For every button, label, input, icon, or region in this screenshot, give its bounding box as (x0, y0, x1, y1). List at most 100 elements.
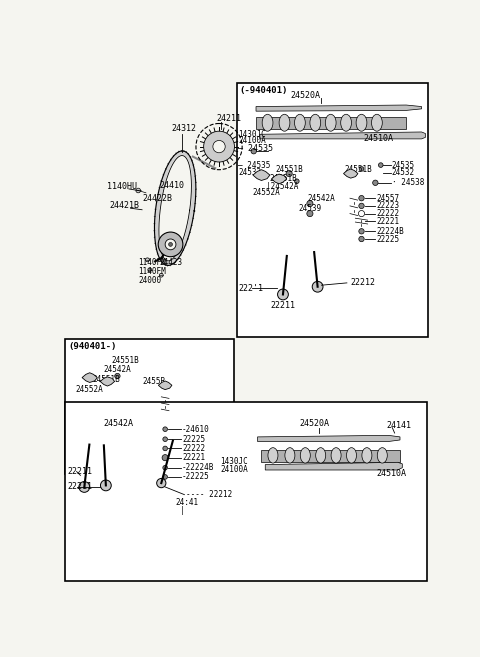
Circle shape (295, 179, 299, 183)
Text: |24542A: |24542A (266, 182, 299, 191)
Polygon shape (256, 105, 421, 111)
Text: 24211: 24211 (216, 114, 241, 124)
Circle shape (163, 437, 168, 442)
Ellipse shape (268, 447, 278, 463)
Text: |: | (180, 505, 184, 514)
Polygon shape (82, 373, 97, 382)
Text: 2455B: 2455B (142, 377, 165, 386)
Circle shape (163, 474, 168, 479)
Circle shape (136, 188, 141, 193)
Text: 24141: 24141 (387, 421, 412, 430)
Text: 3: 3 (216, 142, 222, 152)
Text: 24000: 24000 (138, 276, 161, 285)
Text: 24520A: 24520A (300, 419, 330, 428)
Text: · 24538: · 24538 (392, 178, 424, 187)
Circle shape (145, 258, 149, 261)
Bar (237, 83, 428, 337)
Text: 24552A: 24552A (76, 384, 104, 394)
Ellipse shape (300, 447, 310, 463)
Text: 22224B: 22224B (377, 227, 405, 236)
Circle shape (156, 478, 166, 487)
Text: (940401-): (940401-) (68, 342, 117, 351)
Text: 24532: 24532 (238, 168, 262, 177)
Text: 22212: 22212 (351, 279, 376, 287)
Ellipse shape (325, 114, 336, 131)
Bar (65, 339, 234, 474)
Ellipse shape (310, 114, 321, 131)
Polygon shape (272, 174, 287, 184)
Ellipse shape (377, 447, 387, 463)
Circle shape (307, 210, 313, 217)
Ellipse shape (356, 114, 367, 131)
Polygon shape (258, 436, 400, 442)
Circle shape (213, 141, 225, 153)
Ellipse shape (347, 447, 357, 463)
Text: — 24535: — 24535 (238, 144, 273, 152)
Text: 24520A: 24520A (291, 91, 321, 101)
Text: (-940401): (-940401) (240, 86, 288, 95)
Circle shape (115, 373, 120, 378)
Circle shape (251, 148, 256, 154)
Text: -22225: -22225 (182, 472, 210, 482)
Text: 22225: 22225 (182, 435, 205, 443)
Text: 24552A: 24552A (252, 189, 280, 197)
Text: — 24535: — 24535 (238, 162, 271, 170)
Polygon shape (253, 170, 270, 181)
Circle shape (359, 196, 364, 201)
Circle shape (307, 200, 313, 207)
Text: 24423: 24423 (160, 258, 183, 267)
Text: 22211: 22211 (67, 467, 92, 476)
Ellipse shape (341, 114, 351, 131)
Text: 22211: 22211 (270, 302, 296, 311)
Text: 24551B: 24551B (111, 356, 139, 365)
Ellipse shape (316, 447, 326, 463)
Text: 22222: 22222 (377, 209, 400, 218)
Text: 1430JC: 1430JC (238, 130, 266, 139)
Text: 1140FM: 1140FM (138, 267, 166, 276)
Text: 24410: 24410 (159, 181, 184, 190)
Text: 24532: 24532 (392, 168, 415, 177)
Circle shape (378, 163, 383, 168)
Text: 22225: 22225 (377, 235, 400, 244)
Text: ---- 22212: ---- 22212 (186, 490, 232, 499)
Circle shape (79, 482, 90, 492)
Circle shape (163, 446, 168, 451)
Text: 24312: 24312 (171, 124, 196, 133)
Text: 22221: 22221 (377, 217, 400, 226)
Polygon shape (100, 377, 115, 386)
Text: 24557: 24557 (377, 194, 400, 203)
Circle shape (100, 480, 111, 491)
Circle shape (359, 237, 364, 242)
Polygon shape (158, 381, 172, 390)
Circle shape (286, 170, 292, 177)
Text: 24539: 24539 (299, 204, 322, 213)
Text: 24542A: 24542A (104, 419, 133, 428)
Text: 22222: 22222 (182, 444, 205, 453)
Text: 24542A: 24542A (104, 365, 132, 374)
Circle shape (158, 232, 183, 257)
Text: 24551B: 24551B (92, 375, 120, 384)
Circle shape (277, 289, 288, 300)
Text: 24551B: 24551B (275, 165, 303, 174)
Circle shape (159, 273, 163, 277)
Circle shape (359, 229, 364, 234)
Circle shape (165, 239, 176, 250)
Ellipse shape (331, 447, 341, 463)
Circle shape (168, 242, 172, 246)
Circle shape (204, 131, 234, 162)
Text: 1430JC: 1430JC (221, 457, 248, 466)
Text: 24100A: 24100A (238, 136, 266, 145)
Ellipse shape (262, 114, 273, 131)
Polygon shape (256, 118, 406, 129)
Text: -24610: -24610 (182, 424, 210, 434)
Text: 24551B: 24551B (269, 175, 297, 183)
Text: 24510A: 24510A (364, 135, 394, 143)
Polygon shape (344, 169, 358, 178)
Text: 22221: 22221 (182, 453, 205, 462)
Text: 24421B: 24421B (109, 202, 139, 210)
Text: 24422B: 24422B (142, 194, 172, 203)
Ellipse shape (372, 114, 382, 131)
Circle shape (163, 427, 168, 432)
Text: 24510A: 24510A (377, 468, 407, 478)
Text: -22224B: -22224B (182, 463, 215, 472)
